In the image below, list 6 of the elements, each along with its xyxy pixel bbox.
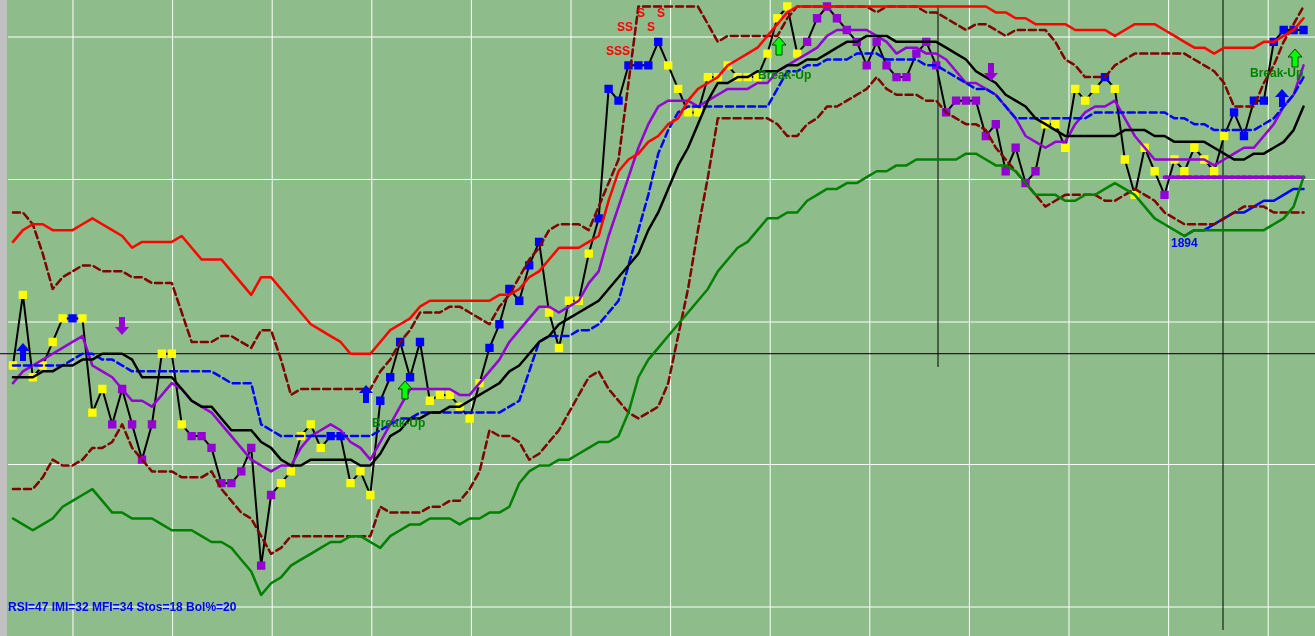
annotation: SSS [606,44,631,58]
annotation: 1894 [1171,236,1198,250]
annotation: S [657,6,666,20]
annotation: S [647,20,656,34]
annotation: S [637,6,646,20]
annotation: SS [617,20,634,34]
